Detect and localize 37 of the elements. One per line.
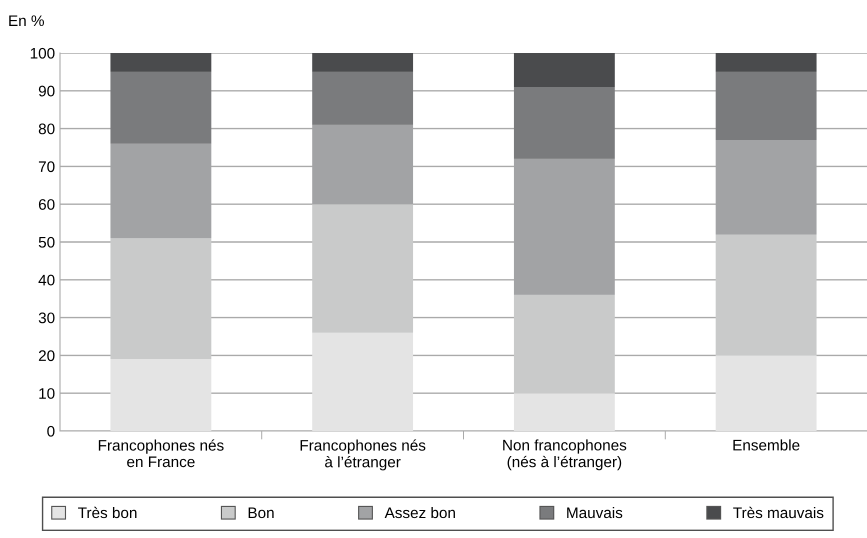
x-tick-label: Non francophones (nés à l’étranger) bbox=[503, 439, 626, 470]
bar bbox=[312, 332, 414, 431]
y-tick-label: 30 bbox=[38, 312, 55, 324]
y-axis-title: En % bbox=[9, 15, 44, 26]
bar bbox=[716, 234, 817, 356]
x-tick-label: Ensemble bbox=[733, 439, 800, 451]
bar bbox=[514, 393, 615, 431]
y-tick-label: 100 bbox=[30, 48, 55, 59]
y-tick-label: 20 bbox=[38, 350, 55, 362]
legend-label: Bon bbox=[248, 508, 274, 518]
y-tick-label: 50 bbox=[38, 236, 55, 248]
bar bbox=[716, 355, 817, 431]
y-tick-label: 80 bbox=[38, 123, 55, 134]
x-tick-label: Francophones nés en France bbox=[98, 439, 224, 468]
bar bbox=[110, 359, 212, 431]
bar bbox=[514, 53, 615, 88]
x-tick-label: Francophones nés à l’étranger bbox=[300, 439, 426, 470]
y-tick-label: 10 bbox=[39, 388, 55, 399]
y-tick-label: 40 bbox=[38, 274, 55, 286]
bar bbox=[716, 72, 817, 140]
y-tick-label: 90 bbox=[38, 86, 55, 96]
legend-label: Mauvais bbox=[567, 506, 622, 518]
legend-label: Très mauvais bbox=[733, 506, 824, 518]
bar bbox=[312, 72, 414, 125]
bar bbox=[312, 53, 414, 72]
legend-label: Assez bon bbox=[384, 506, 455, 518]
bar bbox=[110, 53, 212, 72]
bar bbox=[716, 53, 817, 72]
bar bbox=[514, 294, 615, 394]
y-tick-label: 70 bbox=[38, 161, 55, 172]
y-tick-label: 60 bbox=[38, 199, 55, 210]
bar bbox=[110, 72, 212, 144]
bar bbox=[514, 87, 615, 159]
legend-label: Très bon bbox=[78, 506, 136, 518]
bar bbox=[110, 238, 212, 360]
bar bbox=[312, 204, 414, 333]
y-tick-label: 0 bbox=[47, 426, 55, 437]
